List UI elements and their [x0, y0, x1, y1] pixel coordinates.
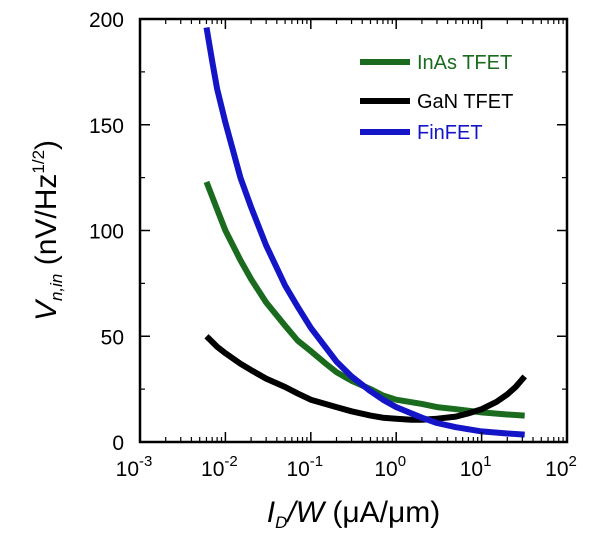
legend: InAs TFET GaN TFET FinFET — [360, 52, 513, 144]
y-axis-title-unit-post: ) — [30, 140, 63, 150]
series-line-finfet — [203, 27, 525, 438]
y-axis-title-unit-pre: (nV/Hz — [30, 174, 63, 274]
series-layer — [203, 27, 527, 438]
y-tick-label: 50 — [101, 326, 124, 349]
legend-label-inas: InAs TFET — [417, 52, 512, 74]
ticks-layer — [139, 18, 568, 443]
x-axis-title-main: I — [267, 496, 275, 529]
x-axis-title: ID/W (μA/μm) — [267, 496, 441, 532]
x-axis-title-sub: D — [275, 513, 287, 532]
y-tick-label: 200 — [89, 9, 124, 32]
series-line-gan — [204, 334, 527, 423]
y-axis-title-sub: n,in — [47, 274, 66, 301]
x-tick-label: 101 — [460, 453, 492, 481]
legend-item-finfet: FinFET — [360, 122, 483, 144]
y-axis-title-main: V — [30, 298, 63, 321]
y-axis-title: Vn,in (nV/Hz1/2) — [29, 140, 66, 321]
legend-label-finfet: FinFET — [417, 122, 483, 144]
series-line-inas — [203, 180, 525, 419]
x-tick-label: 102 — [545, 453, 577, 481]
legend-item-gan: GaN TFET — [360, 91, 513, 113]
x-tick-label: 10-1 — [286, 453, 323, 481]
x-axis-title-rest: /W — [285, 496, 326, 529]
legend-item-inas: InAs TFET — [360, 52, 512, 74]
x-tick-label: 100 — [374, 453, 406, 481]
x-tick-label: 10-3 — [116, 453, 153, 481]
legend-label-gan: GaN TFET — [417, 91, 513, 113]
y-tick-label: 100 — [89, 221, 124, 244]
x-tick-label: 10-2 — [201, 453, 238, 481]
y-axis-title-sup: 1/2 — [29, 150, 48, 174]
y-tick-label: 0 — [112, 432, 124, 455]
y-tick-label: 150 — [89, 115, 124, 138]
x-axis-title-unit: (μA/μm) — [324, 496, 440, 529]
tick-labels: 10-3 10-2 10-1 100 101 102 0 50 100 150 200 — [89, 9, 577, 481]
